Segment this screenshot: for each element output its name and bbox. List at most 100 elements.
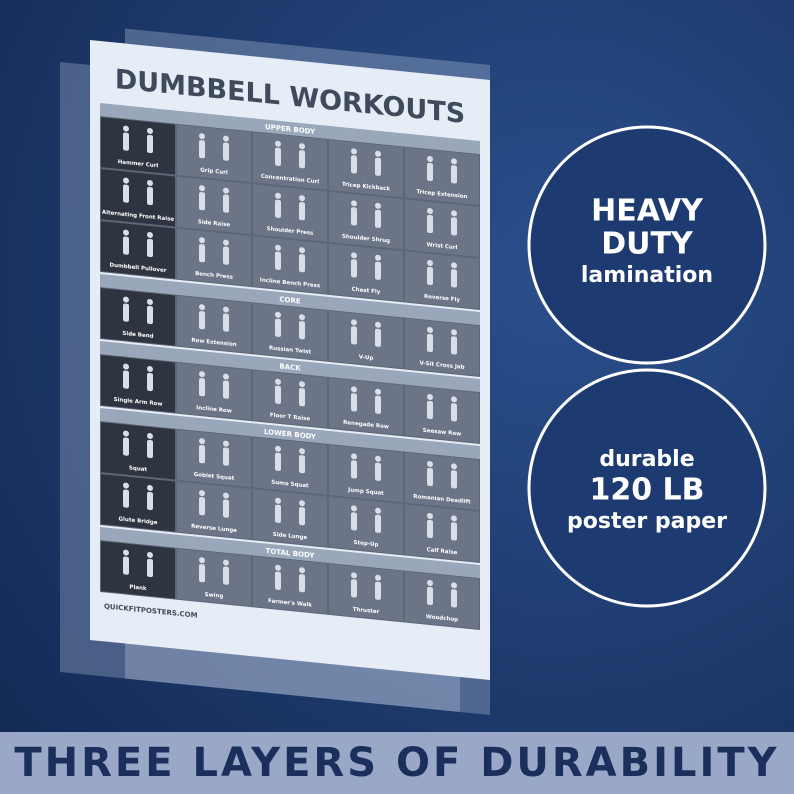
exercise-cell	[177, 176, 251, 235]
figure-head	[275, 140, 281, 147]
figure-body	[199, 244, 205, 263]
figure-body	[375, 328, 381, 347]
badge-text: DUTY	[601, 227, 694, 262]
figure-head	[427, 259, 433, 267]
figure-head	[375, 388, 381, 395]
figure-body	[451, 470, 457, 489]
figure-head	[123, 125, 129, 132]
figure-head	[451, 582, 457, 589]
figure-head	[351, 252, 357, 259]
figure-head	[351, 319, 357, 326]
figure-head	[299, 381, 305, 388]
figure-head	[427, 155, 433, 163]
figure-head	[199, 185, 205, 192]
figure-body	[351, 460, 357, 479]
section-header-bar	[100, 527, 480, 579]
figure-body	[299, 254, 305, 273]
exercise-cell	[253, 132, 327, 190]
figure-body	[375, 209, 381, 228]
figure-body	[451, 522, 457, 541]
figure-head	[147, 432, 153, 440]
figure-head	[427, 393, 433, 401]
exercise-name: Seesaw Row	[423, 428, 461, 438]
figure-body	[147, 186, 153, 206]
figure-head	[427, 326, 433, 334]
figure-body	[375, 462, 381, 481]
exercise-name: Chest Fly	[352, 287, 381, 296]
figure-head	[451, 329, 457, 336]
exercise-cell	[329, 563, 403, 622]
exercise-name: V-Sit Cross Jab	[419, 360, 464, 371]
figure-body	[427, 586, 433, 606]
figure-body	[147, 439, 153, 459]
figure-body	[299, 388, 305, 407]
figure-body	[123, 236, 129, 255]
figure-body	[123, 303, 129, 322]
exercise-cell	[329, 377, 403, 436]
figure-body	[275, 147, 281, 166]
figure-head	[275, 311, 281, 318]
figure-body	[375, 581, 381, 600]
badge-text: lamination	[581, 263, 713, 288]
section-header-bar	[100, 103, 480, 155]
exercise-name: Goblet Squat	[194, 472, 235, 482]
figure-body	[375, 261, 381, 280]
figure-head	[223, 440, 229, 447]
exercise-cell	[253, 303, 327, 361]
figure-head	[427, 460, 433, 468]
figure-head	[375, 574, 381, 581]
exercise-cell	[329, 444, 403, 503]
exercise-cell	[329, 191, 403, 250]
figure-body	[427, 400, 433, 420]
figure-head	[123, 430, 129, 437]
exercise-cell	[253, 489, 327, 547]
figure-body	[123, 370, 129, 389]
section-header: CORE	[279, 294, 300, 305]
exercise-cell	[253, 556, 327, 614]
exercise-cell	[101, 117, 175, 175]
figure-body	[299, 455, 305, 474]
figure-body	[427, 467, 433, 487]
exercise-name: Squat	[129, 465, 147, 473]
badge-2: durable 120 LB poster paper	[527, 368, 767, 608]
exercise-name: Floor T Raise	[270, 412, 310, 422]
exercise-name: Bench Press	[195, 271, 234, 281]
figure-head	[299, 247, 305, 254]
figure-body	[199, 140, 205, 159]
figure-head	[451, 515, 457, 522]
figure-head	[199, 304, 205, 311]
figure-head	[299, 143, 305, 150]
exercise-name: Woodchop	[426, 614, 458, 623]
exercise-cell	[253, 437, 327, 495]
figure-body	[147, 134, 153, 154]
exercise-cell	[177, 429, 251, 488]
badge-text: HEAVY	[591, 194, 704, 229]
figure-body	[351, 259, 357, 278]
figure-head	[199, 371, 205, 378]
figure-head	[451, 396, 457, 403]
figure-head	[427, 207, 433, 215]
exercise-cell	[405, 147, 479, 205]
figure-head	[275, 564, 281, 571]
exercise-cell	[329, 139, 403, 198]
figure-head	[375, 202, 381, 209]
figure-head	[299, 448, 305, 455]
figure-head	[123, 482, 129, 489]
figure-head	[147, 551, 153, 559]
figure-body	[299, 574, 305, 593]
figure-body	[451, 165, 457, 184]
badge-text: 120 LB	[589, 473, 704, 508]
figure-body	[123, 437, 129, 456]
exercise-name: Romanian Deadlift	[413, 494, 471, 506]
exercise-cell	[101, 422, 175, 480]
exercise-cell	[329, 496, 403, 555]
exercise-cell	[405, 571, 479, 629]
figure-body	[199, 378, 205, 397]
figure-head	[199, 133, 205, 140]
badge-circle	[527, 125, 767, 365]
figure-body	[351, 155, 357, 174]
figure-body	[275, 385, 281, 404]
figure-head	[351, 386, 357, 393]
